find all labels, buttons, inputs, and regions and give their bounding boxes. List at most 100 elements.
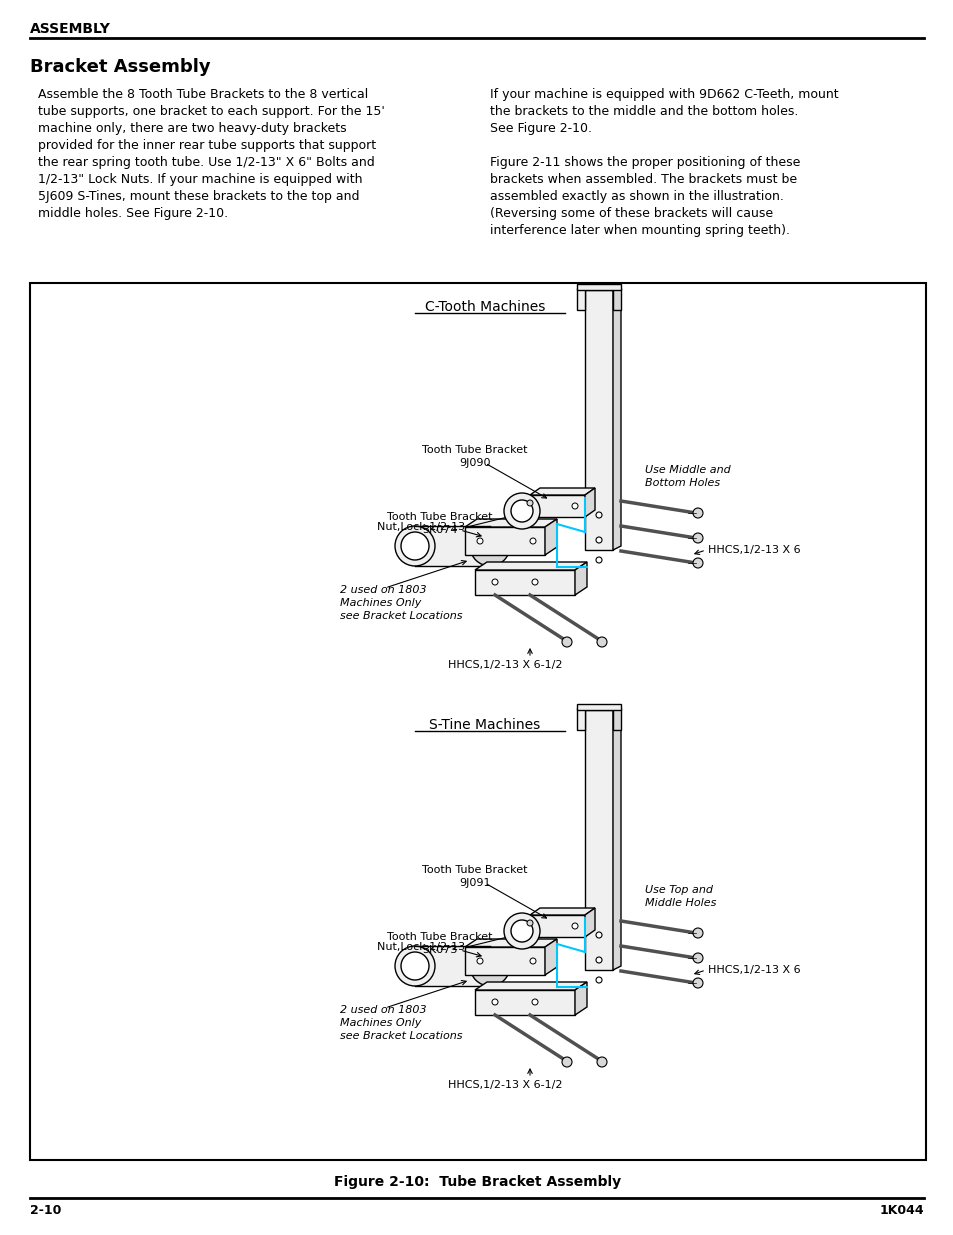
Ellipse shape <box>395 526 435 566</box>
Text: Figure 2-11 shows the proper positioning of these: Figure 2-11 shows the proper positioning… <box>490 156 800 169</box>
Polygon shape <box>584 706 620 710</box>
Ellipse shape <box>400 952 429 981</box>
Polygon shape <box>475 571 575 595</box>
Circle shape <box>692 508 702 517</box>
Text: (Reversing some of these brackets will cause: (Reversing some of these brackets will c… <box>490 207 772 220</box>
Text: Nut,Lock 1/2-13: Nut,Lock 1/2-13 <box>376 522 464 532</box>
Bar <box>613 288 620 310</box>
Polygon shape <box>613 287 620 550</box>
Polygon shape <box>464 947 544 974</box>
Polygon shape <box>575 982 586 1015</box>
Polygon shape <box>613 706 620 969</box>
Text: HHCS,1/2-13 X 6-1/2: HHCS,1/2-13 X 6-1/2 <box>447 659 561 671</box>
Circle shape <box>561 1057 572 1067</box>
Circle shape <box>530 958 536 965</box>
Text: Figure 2-10:  Tube Bracket Assembly: Figure 2-10: Tube Bracket Assembly <box>335 1174 621 1189</box>
Text: Tooth Tube Bracket: Tooth Tube Bracket <box>387 513 493 522</box>
Text: see Bracket Locations: see Bracket Locations <box>339 611 462 621</box>
Circle shape <box>530 538 536 543</box>
Text: See Figure 2-10.: See Figure 2-10. <box>490 122 592 135</box>
Text: Middle Holes: Middle Holes <box>644 898 716 908</box>
Polygon shape <box>544 939 557 974</box>
Bar <box>613 708 620 730</box>
Circle shape <box>596 537 601 543</box>
Text: ASSEMBLY: ASSEMBLY <box>30 22 111 36</box>
Polygon shape <box>575 562 586 595</box>
Ellipse shape <box>470 946 510 986</box>
Polygon shape <box>464 519 557 527</box>
Text: S-Tine Machines: S-Tine Machines <box>429 718 540 732</box>
Text: Bracket Assembly: Bracket Assembly <box>30 58 211 77</box>
Polygon shape <box>464 527 544 555</box>
Text: Tooth Tube Bracket: Tooth Tube Bracket <box>387 932 493 942</box>
Text: Nut,Lock 1/2-13: Nut,Lock 1/2-13 <box>376 942 464 952</box>
Ellipse shape <box>511 920 533 942</box>
Text: Tooth Tube Bracket: Tooth Tube Bracket <box>422 864 527 876</box>
Circle shape <box>526 500 533 506</box>
Bar <box>30 283 925 1160</box>
Ellipse shape <box>503 913 539 948</box>
Circle shape <box>596 557 601 563</box>
Text: 1K044: 1K044 <box>879 1204 923 1216</box>
Bar <box>577 708 584 730</box>
Circle shape <box>561 637 572 647</box>
Text: provided for the inner rear tube supports that support: provided for the inner rear tube support… <box>30 140 375 152</box>
Polygon shape <box>584 488 595 517</box>
Bar <box>577 284 620 290</box>
Polygon shape <box>584 908 595 937</box>
Text: 1/2-13" Lock Nuts. If your machine is equipped with: 1/2-13" Lock Nuts. If your machine is eq… <box>30 173 362 186</box>
Polygon shape <box>544 519 557 555</box>
Circle shape <box>492 579 497 585</box>
Circle shape <box>492 999 497 1005</box>
Text: Machines Only: Machines Only <box>339 598 421 608</box>
Polygon shape <box>464 939 557 947</box>
Circle shape <box>532 999 537 1005</box>
Text: Bottom Holes: Bottom Holes <box>644 478 720 488</box>
Circle shape <box>692 953 702 963</box>
Text: HHCS,1/2-13 X 6: HHCS,1/2-13 X 6 <box>707 965 800 974</box>
Polygon shape <box>475 990 575 1015</box>
Text: 3K074: 3K074 <box>422 525 457 535</box>
Text: Machines Only: Machines Only <box>339 1018 421 1028</box>
Text: the rear spring tooth tube. Use 1/2-13" X 6" Bolts and: the rear spring tooth tube. Use 1/2-13" … <box>30 156 375 169</box>
Text: 2 used on 1803: 2 used on 1803 <box>339 1005 426 1015</box>
Circle shape <box>572 503 578 509</box>
Text: Tooth Tube Bracket: Tooth Tube Bracket <box>422 445 527 454</box>
Circle shape <box>692 558 702 568</box>
Text: 2 used on 1803: 2 used on 1803 <box>339 585 426 595</box>
Circle shape <box>692 534 702 543</box>
Bar <box>415 946 490 986</box>
Polygon shape <box>530 908 595 915</box>
Ellipse shape <box>400 532 429 559</box>
Text: tube supports, one bracket to each support. For the 15': tube supports, one bracket to each suppo… <box>30 105 384 119</box>
Bar <box>577 288 584 310</box>
Text: assembled exactly as shown in the illustration.: assembled exactly as shown in the illust… <box>490 190 783 203</box>
Text: 3K073: 3K073 <box>422 945 457 955</box>
Polygon shape <box>584 290 613 550</box>
Circle shape <box>597 637 606 647</box>
Text: 2-10: 2-10 <box>30 1204 61 1216</box>
Ellipse shape <box>511 500 533 522</box>
Text: Use Top and: Use Top and <box>644 885 712 895</box>
Circle shape <box>476 958 482 965</box>
Circle shape <box>572 923 578 929</box>
Circle shape <box>596 513 601 517</box>
Text: HHCS,1/2-13 X 6-1/2: HHCS,1/2-13 X 6-1/2 <box>447 1079 561 1091</box>
Text: Use Middle and: Use Middle and <box>644 466 730 475</box>
Polygon shape <box>530 915 584 937</box>
Circle shape <box>692 978 702 988</box>
Polygon shape <box>475 562 586 571</box>
Text: see Bracket Locations: see Bracket Locations <box>339 1031 462 1041</box>
Text: 5J609 S-Tines, mount these brackets to the top and: 5J609 S-Tines, mount these brackets to t… <box>30 190 359 203</box>
Text: brackets when assembled. The brackets must be: brackets when assembled. The brackets mu… <box>490 173 797 186</box>
Text: interference later when mounting spring teeth).: interference later when mounting spring … <box>490 224 789 237</box>
Text: C-Tooth Machines: C-Tooth Machines <box>424 300 544 314</box>
Circle shape <box>526 920 533 926</box>
Text: the brackets to the middle and the bottom holes.: the brackets to the middle and the botto… <box>490 105 798 119</box>
Bar <box>577 704 620 710</box>
Polygon shape <box>530 495 584 517</box>
Text: HHCS,1/2-13 X 6: HHCS,1/2-13 X 6 <box>707 545 800 555</box>
Polygon shape <box>475 982 586 990</box>
Circle shape <box>532 579 537 585</box>
Ellipse shape <box>395 946 435 986</box>
